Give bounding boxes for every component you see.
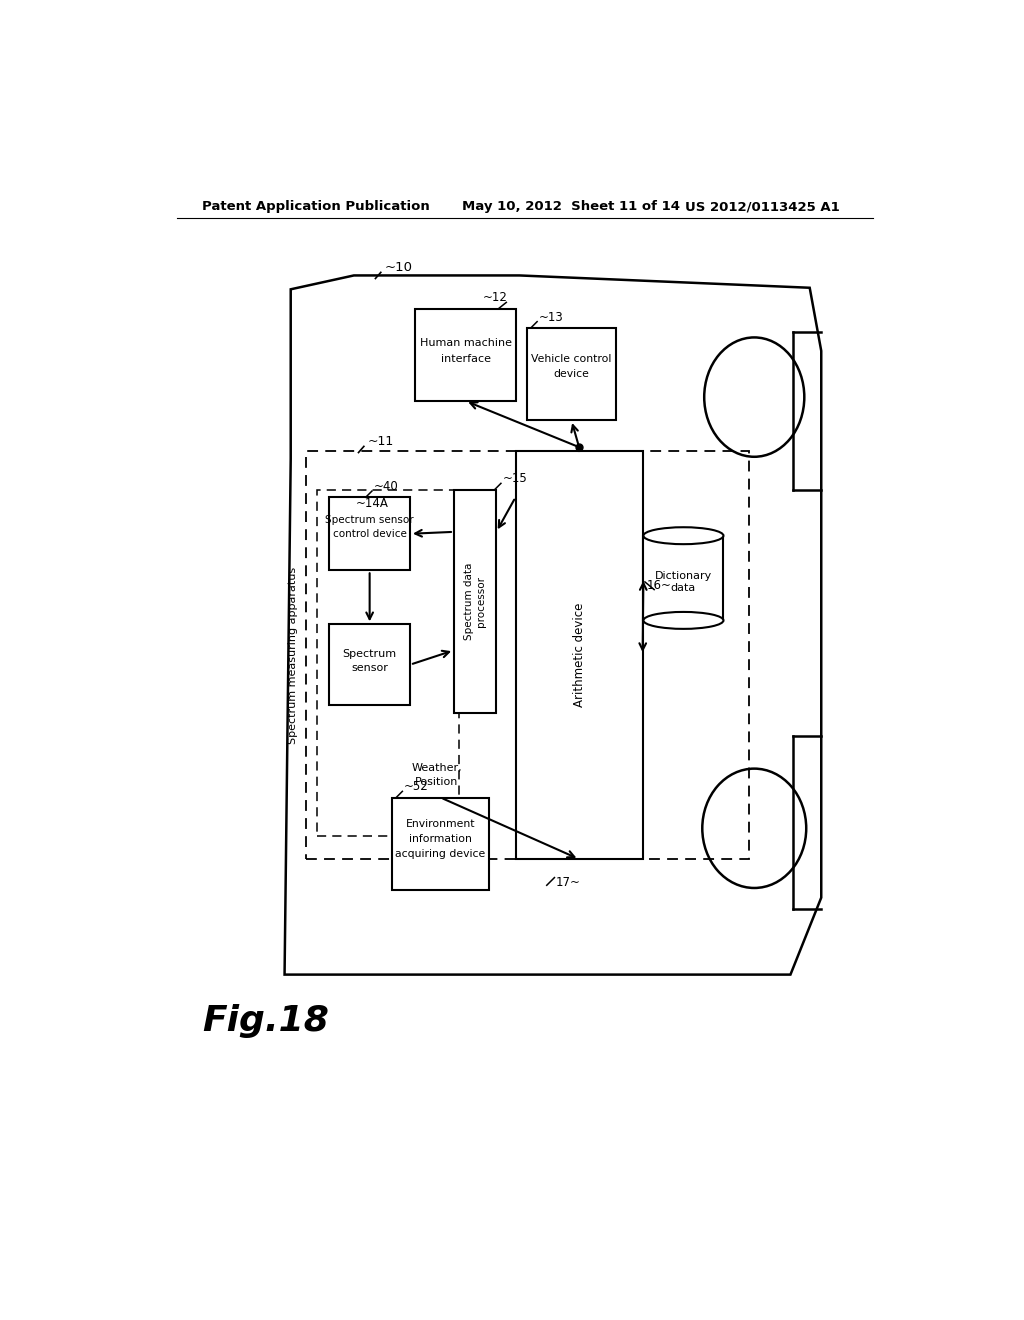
FancyBboxPatch shape — [454, 490, 497, 713]
Text: control device: control device — [333, 529, 407, 539]
Text: ~52: ~52 — [403, 780, 429, 793]
FancyBboxPatch shape — [330, 624, 410, 705]
Text: device: device — [553, 370, 590, 379]
FancyBboxPatch shape — [416, 309, 515, 401]
Text: Environment: Environment — [406, 820, 475, 829]
Text: Position: Position — [415, 777, 459, 787]
Text: ~11: ~11 — [368, 436, 394, 449]
FancyBboxPatch shape — [330, 498, 410, 570]
Text: ~10: ~10 — [385, 261, 413, 275]
FancyBboxPatch shape — [392, 797, 488, 890]
Text: information: information — [409, 834, 472, 843]
Text: Spectrum sensor: Spectrum sensor — [326, 515, 414, 525]
Text: interface: interface — [440, 354, 490, 363]
Ellipse shape — [643, 527, 724, 544]
FancyBboxPatch shape — [643, 536, 724, 620]
Ellipse shape — [643, 612, 724, 628]
Text: Fig.18: Fig.18 — [202, 1003, 329, 1038]
Text: 17~: 17~ — [556, 875, 581, 888]
Text: sensor: sensor — [351, 663, 388, 673]
Text: US 2012/0113425 A1: US 2012/0113425 A1 — [685, 201, 840, 214]
Text: Patent Application Publication: Patent Application Publication — [202, 201, 430, 214]
Text: Spectrum measuring apparatus: Spectrum measuring apparatus — [289, 566, 298, 743]
Text: Human machine: Human machine — [420, 338, 512, 348]
Text: May 10, 2012  Sheet 11 of 14: May 10, 2012 Sheet 11 of 14 — [462, 201, 680, 214]
Text: ~40: ~40 — [374, 480, 398, 492]
Text: Vehicle control: Vehicle control — [531, 354, 611, 363]
FancyBboxPatch shape — [515, 451, 643, 859]
Text: acquiring device: acquiring device — [395, 849, 485, 859]
FancyBboxPatch shape — [306, 451, 749, 859]
Text: ~15: ~15 — [503, 473, 527, 486]
Text: Spectrum data
processor: Spectrum data processor — [464, 562, 486, 640]
Text: Dictionary
data: Dictionary data — [654, 572, 712, 593]
Text: ~12: ~12 — [483, 292, 508, 305]
Text: ~13: ~13 — [539, 310, 563, 323]
Text: 16~: 16~ — [646, 579, 672, 593]
Text: Arithmetic device: Arithmetic device — [572, 603, 586, 708]
Text: Spectrum: Spectrum — [343, 648, 396, 659]
FancyBboxPatch shape — [316, 490, 460, 836]
FancyBboxPatch shape — [527, 327, 615, 420]
Text: Weather,: Weather, — [412, 763, 462, 774]
Text: ~14A: ~14A — [355, 496, 388, 510]
